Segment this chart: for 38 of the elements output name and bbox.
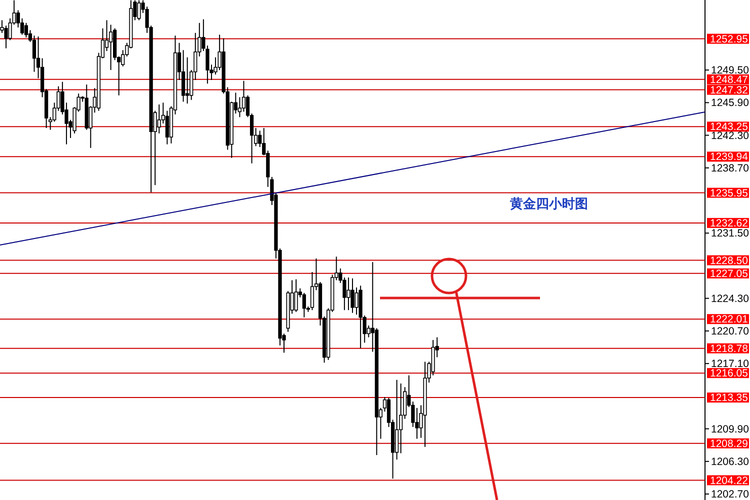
ref-line-label: 1252.95 [710,33,748,46]
ref-line-label: 1204.22 [710,474,748,487]
candlestick [165,110,169,145]
candlestick [350,278,354,314]
candlestick [294,278,298,312]
candlestick [24,22,28,38]
ref-line-label: 1239.94 [710,151,748,164]
ref-line-label: 1232.62 [710,217,748,230]
candlestick [32,35,36,72]
y-tick-label: 1238.70 [711,162,750,174]
candlestick [395,379,399,460]
ref-line-label: 1216.05 [710,368,748,380]
ref-line-label: 1218.78 [710,342,748,355]
y-tick-label: 1209.90 [711,423,750,436]
y-tick-label: 1245.90 [711,97,750,110]
candlestick [354,286,358,316]
text: 黄金四小时图 [509,197,588,212]
candlestick [346,276,350,311]
ref-line-label: 1213.35 [710,392,748,404]
y-tick-label: 1217.10 [711,358,750,370]
y-tick-label: 1206.30 [711,456,750,468]
ref-line-label: 1228.50 [710,254,748,267]
ref-line-label: 1227.05 [710,268,748,280]
candlestick [302,292,306,318]
y-tick-label: 1202.70 [711,488,750,500]
y-tick-label: 1220.70 [711,325,750,338]
ref-line-label: 1222.01 [710,314,748,326]
y-tick-label: 1231.50 [711,228,750,240]
ref-line-label: 1235.95 [710,187,748,200]
candlestick [157,104,161,134]
candlestick [137,0,141,21]
ref-line-label: 1247.32 [710,84,748,96]
candlestick [242,80,246,112]
candlestick [108,24,113,71]
ref-line-label: 1208.29 [710,438,748,450]
candlestick [186,56,190,104]
ref-line-label: 1248.47 [710,74,748,86]
y-tick-label: 1224.30 [711,292,750,305]
